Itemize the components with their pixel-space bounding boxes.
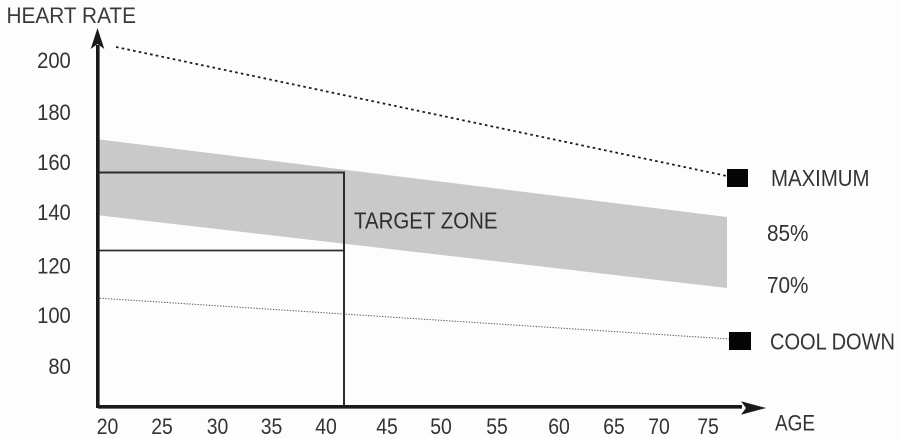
svg-text:100: 100: [37, 303, 71, 328]
svg-text:COOL DOWN: COOL DOWN: [770, 329, 895, 355]
svg-text:70%: 70%: [767, 272, 809, 298]
svg-text:35: 35: [261, 414, 283, 438]
svg-text:HEART RATE: HEART RATE: [7, 3, 137, 28]
svg-text:60: 60: [548, 414, 570, 438]
svg-text:120: 120: [37, 254, 71, 279]
svg-text:75: 75: [697, 414, 719, 438]
svg-text:70: 70: [648, 414, 670, 438]
svg-text:40: 40: [315, 414, 337, 438]
svg-text:50: 50: [430, 414, 452, 438]
svg-text:200: 200: [37, 48, 71, 73]
svg-text:45: 45: [376, 414, 398, 438]
svg-text:140: 140: [37, 200, 71, 225]
svg-text:80: 80: [48, 354, 70, 379]
svg-text:180: 180: [37, 100, 71, 125]
svg-text:65: 65: [603, 414, 625, 438]
svg-text:20: 20: [97, 414, 119, 438]
svg-text:AGE: AGE: [775, 411, 815, 436]
svg-text:55: 55: [486, 414, 508, 438]
svg-text:MAXIMUM: MAXIMUM: [771, 165, 870, 191]
svg-text:TARGET ZONE: TARGET ZONE: [354, 208, 498, 234]
svg-text:85%: 85%: [767, 220, 809, 246]
svg-text:25: 25: [151, 414, 173, 438]
svg-text:30: 30: [207, 414, 229, 438]
svg-text:160: 160: [37, 150, 71, 175]
